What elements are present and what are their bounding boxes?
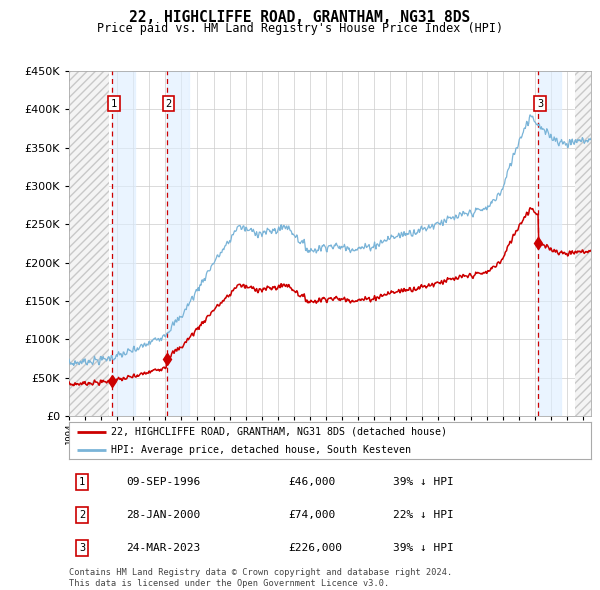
Text: This data is licensed under the Open Government Licence v3.0.: This data is licensed under the Open Gov…: [69, 579, 389, 588]
Text: 39% ↓ HPI: 39% ↓ HPI: [392, 477, 454, 487]
Text: 28-JAN-2000: 28-JAN-2000: [127, 510, 200, 520]
Text: £46,000: £46,000: [288, 477, 335, 487]
Text: 22, HIGHCLIFFE ROAD, GRANTHAM, NG31 8DS (detached house): 22, HIGHCLIFFE ROAD, GRANTHAM, NG31 8DS …: [111, 427, 447, 437]
Text: £226,000: £226,000: [288, 543, 342, 553]
Text: 1: 1: [110, 99, 117, 109]
Text: £74,000: £74,000: [288, 510, 335, 520]
Text: 39% ↓ HPI: 39% ↓ HPI: [392, 543, 454, 553]
Text: 3: 3: [79, 543, 85, 553]
Text: 24-MAR-2023: 24-MAR-2023: [127, 543, 200, 553]
Text: 1: 1: [79, 477, 85, 487]
Bar: [167, 71, 189, 416]
Text: 3: 3: [537, 99, 543, 109]
Text: HPI: Average price, detached house, South Kesteven: HPI: Average price, detached house, Sout…: [111, 445, 411, 455]
Text: 2: 2: [165, 99, 172, 109]
Text: 22, HIGHCLIFFE ROAD, GRANTHAM, NG31 8DS: 22, HIGHCLIFFE ROAD, GRANTHAM, NG31 8DS: [130, 10, 470, 25]
Text: 09-SEP-1996: 09-SEP-1996: [127, 477, 200, 487]
Text: 22% ↓ HPI: 22% ↓ HPI: [392, 510, 454, 520]
Text: Price paid vs. HM Land Registry's House Price Index (HPI): Price paid vs. HM Land Registry's House …: [97, 22, 503, 35]
Bar: [112, 71, 134, 416]
Text: 2: 2: [79, 510, 85, 520]
Bar: [538, 71, 561, 416]
Text: Contains HM Land Registry data © Crown copyright and database right 2024.: Contains HM Land Registry data © Crown c…: [69, 568, 452, 576]
